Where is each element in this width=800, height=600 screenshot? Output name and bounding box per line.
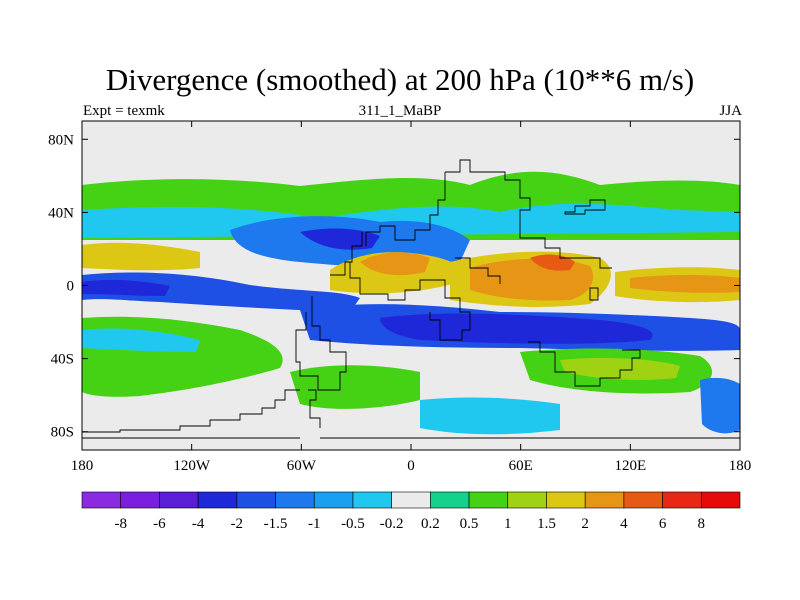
x-tick-label: 0 [407,458,415,474]
colorbar-label: 1 [504,516,512,532]
coast-mideast [455,257,501,284]
map-title: Divergence (smoothed) at 200 hPa (10**6 … [105,62,695,97]
colorbar-label: -6 [153,516,166,532]
colorbar-label: -1.5 [264,516,288,532]
y-tick-label: 0 [67,279,75,295]
colorbar-swatch [159,491,199,509]
colorbar-swatch [623,491,663,509]
coast-africa [349,262,471,341]
coast-pacific-island [589,287,599,301]
experiment-label: Expt = texmk [83,103,165,119]
coast-eurasia [445,159,612,269]
colorbar-swatch [546,491,586,509]
x-tick-label: 60E [509,458,533,474]
field-band-s-darkblue [380,313,653,344]
coast-sea-of-okhotsk [564,199,606,215]
field-tropical-darkblue-w [82,279,170,296]
colorbar-label: 0.5 [460,516,479,532]
divergence-field [82,171,740,435]
colorbar-swatch [391,491,431,509]
colorbar-label: -8 [114,516,127,532]
field-band-s-cyan-w [82,328,200,352]
field-band-s-yellow-e [560,358,680,380]
colorbar-label: 2 [581,516,589,532]
coast-europe [365,172,446,246]
field-band-n-darkblue [300,228,380,250]
colorbar-swatch [120,491,160,509]
field-band-s-green-c [290,365,420,409]
field-africa-orange [360,252,430,276]
colorbar-label: 8 [698,516,706,532]
colorbar-label: 0.2 [421,516,440,532]
coast-northamerica [330,232,363,276]
colorbar-swatch [430,491,470,509]
colorbar: -8 -6 -4 -2 -1.5 -1 -0.5 -0.2 0.2 0.5 1 1.5 2 4 6 8 [81,491,741,532]
x-tick-label: 120W [173,458,211,474]
coast-antarctica [82,389,300,433]
run-label: 311_1_MaBP [358,103,442,119]
colorbar-swatch [507,491,547,509]
colorbar-swatch [275,491,315,509]
x-tick-label: 180 [729,458,752,474]
x-tick-label: 120E [614,458,646,474]
y-tick-label: 40N [48,205,74,221]
colorbar-label: -2 [231,516,244,532]
colorbar-swatch [236,491,276,509]
coastlines [82,159,740,439]
x-tick-label: 60W [287,458,317,474]
field-pacific-orange-e [630,275,740,293]
field-band-s-cyan-se [420,397,560,435]
colorbar-swatch [662,491,702,509]
colorbar-label: 1.5 [537,516,556,532]
colorbar-swatch [700,491,741,509]
y-tick-label: 80N [48,132,74,148]
colorbar-label: -0.2 [380,516,404,532]
field-indian-orange [470,258,594,301]
colorbar-swatch [468,491,509,509]
field-tropical-yellow-w [82,242,200,271]
colorbar-swatch [81,491,122,509]
colorbar-label: 4 [620,516,628,532]
coast-antarctic-peninsula [308,389,321,428]
colorbar-swatch [313,491,354,509]
colorbar-label: -0.5 [341,516,365,532]
x-tick-label: 180 [71,458,94,474]
colorbar-label: -4 [192,516,205,532]
colorbar-label: -1 [308,516,321,532]
y-tick-label: 40S [51,352,74,368]
field-tropical-blue-w [82,272,360,312]
field-indian-red [530,254,575,271]
coast-southamerica [295,296,347,391]
y-axis: 80N 40N 0 40S 80S [48,132,740,441]
colorbar-swatch [352,491,392,509]
field-band-s-blue-se [700,377,740,434]
season-label: JJA [719,103,742,119]
y-tick-label: 80S [51,425,74,441]
coast-australia [528,341,641,387]
colorbar-label: 6 [659,516,667,532]
colorbar-swatch [197,491,238,509]
colorbar-swatch [584,491,625,509]
x-axis: 180 120W 60W 0 60E 120E 180 [71,121,752,474]
